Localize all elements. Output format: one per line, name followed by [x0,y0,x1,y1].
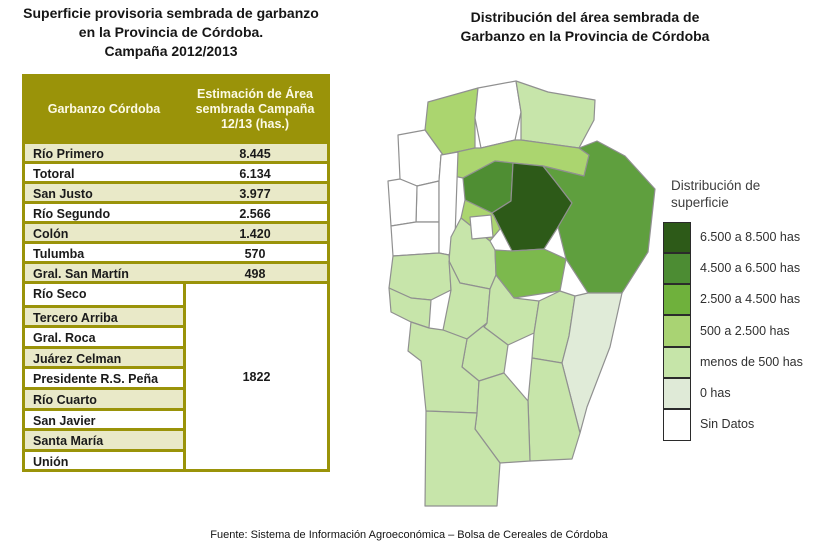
row-value: 6.134 [239,167,271,181]
column-header-departamento: Garbanzo Córdoba [47,102,161,116]
column-header-area-line-3: 12/13 (has.) [220,116,290,131]
legend-label: 500 a 2.500 has [700,323,790,338]
table-row: Río Segundo 2.566 [25,201,327,221]
row-department: Gral. San Martín [33,267,129,281]
legend-swatch [663,221,691,253]
map-region-dpto-san-justo [542,140,656,294]
row-value: 498 [244,267,266,281]
table-header-row: Garbanzo Córdoba Estimación de Área semb… [25,77,327,141]
column-header-area-line-2: sembrada Campaña [195,101,315,116]
row-department: Colón [33,227,69,241]
map-region-dpto-capital [469,214,494,240]
table-title-line-1: Superficie provisoria sembrada de garban… [23,5,319,21]
row-department: Santa María [25,428,183,449]
row-department: Unión [25,448,183,470]
legend-item: 500 a 2.500 has [663,315,803,347]
table-title: Superficie provisoria sembrada de garban… [6,4,336,61]
choropleth-map-svg [387,80,656,507]
row-department: San Javier [25,407,183,429]
column-header-area: Estimación de Área sembrada Campaña 12/1… [183,77,327,141]
map-title-line-2: Garbanzo en la Provincia de Córdoba [460,28,710,44]
table-merged-group: Río Seco Tercero Arriba Gral. Roca Juáre… [25,281,327,470]
legend-title-line-1: Distribución de [671,178,761,193]
legend-label: 4.500 a 6.500 has [700,260,801,275]
legend-item: 6.500 a 8.500 has [663,221,803,253]
merged-group-value: 1822 [183,284,327,470]
row-department: Presidente R.S. Peña [25,366,183,387]
map-title-line-1: Distribución del área sembrada de [470,9,700,25]
legend-swatch [663,252,691,285]
legend-swatch [663,409,691,441]
legend-title-line-2: superficie [671,195,729,210]
row-value: 570 [244,247,266,261]
legend-item: 2.500 a 4.500 has [663,284,803,316]
legend-swatch [663,377,691,410]
legend-item: 4.500 a 6.500 has [663,252,803,285]
garbanzo-table: Garbanzo Córdoba Estimación de Área semb… [22,74,330,473]
table-row: Gral. San Martín 498 [25,261,327,281]
legend-swatch [663,284,691,316]
table-row: Totoral 6.134 [25,161,327,181]
map-region-dpto-marcos-juarez [561,292,623,434]
legend-swatch [663,315,691,347]
row-value: 1.420 [239,227,271,241]
row-department: Juárez Celman [25,345,183,367]
cordoba-map [383,60,668,540]
table-row: Colón 1.420 [25,221,327,241]
merged-group-names: Río Seco Tercero Arriba Gral. Roca Juáre… [25,284,183,469]
map-region-dpto-minas [387,178,418,227]
legend-label: 0 has [700,386,731,401]
table-title-line-2: en la Provincia de Córdoba. [78,24,264,40]
legend-item: 0 has [663,377,803,410]
source-note: Fuente: Sistema de Información Agroeconó… [210,529,608,541]
table-title-line-3: Campaña 2012/2013 [104,43,238,59]
map-region-dpto-rio-seco [515,80,596,149]
legend-label: 2.500 a 4.500 has [700,292,801,307]
legend-swatch [663,346,691,378]
row-department: Tulumba [33,247,85,261]
row-value: 8.445 [239,147,271,161]
legend-title: Distribución de superficie [671,177,791,211]
map-region-dpto-nw-filler [415,180,440,223]
map-title: Distribución del área sembrada de Garban… [420,8,750,46]
row-value: 3.977 [239,187,271,201]
column-header-area-line-1: Estimación de Área [196,86,313,101]
legend-label: 6.500 a 8.500 has [700,229,801,244]
map-legend: 6.500 a 8.500 has 4.500 a 6.500 has 2.50… [663,221,803,441]
map-region-dpto-gral-roca [424,410,501,507]
legend-label: menos de 500 has [700,354,803,369]
table-row: San Justo 3.977 [25,181,327,201]
map-region-dpto-pocho [390,221,440,257]
row-department: Totoral [33,167,75,181]
legend-item: Sin Datos [663,409,803,441]
legend-item: menos de 500 has [663,346,803,378]
row-department: Gral. Roca [25,325,183,346]
row-value: 2.566 [239,207,271,221]
legend-label: Sin Datos [700,417,755,432]
row-department: San Justo [33,187,93,201]
table-row: Tulumba 570 [25,241,327,261]
row-department: Río Primero [33,147,104,161]
map-region-dpto-sobremonte [474,80,522,149]
row-department: Tercero Arriba [25,304,183,326]
row-department: Río Seco [33,287,87,301]
row-department: Río Cuarto [25,386,183,408]
row-department: Río Segundo [33,207,111,221]
table-row: Río Primero 8.445 [25,141,327,161]
